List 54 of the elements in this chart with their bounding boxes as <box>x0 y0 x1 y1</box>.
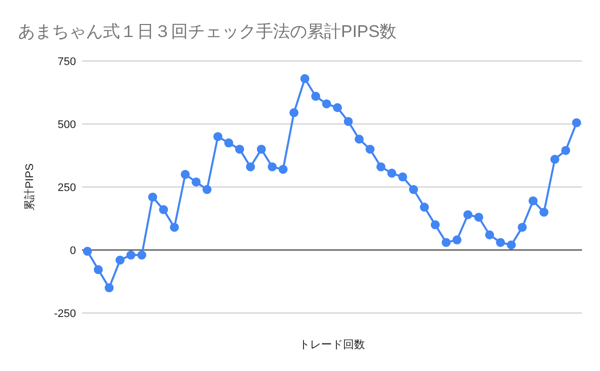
point <box>148 192 158 202</box>
point <box>213 132 222 142</box>
point <box>442 238 451 247</box>
point <box>344 116 353 126</box>
point <box>496 238 505 247</box>
point <box>137 250 146 260</box>
point <box>82 246 92 256</box>
point <box>387 168 396 178</box>
point <box>463 210 472 220</box>
point <box>104 283 114 292</box>
point <box>572 118 582 128</box>
point <box>116 256 125 265</box>
point <box>452 235 462 244</box>
y-axis-title: 累計PIPS <box>23 163 36 211</box>
y-tick-label: 250 <box>58 182 76 194</box>
point <box>506 240 516 250</box>
point <box>94 265 103 274</box>
point <box>126 250 136 260</box>
point <box>430 220 440 230</box>
point <box>561 146 570 155</box>
point <box>268 162 277 172</box>
point <box>376 162 386 172</box>
y-tick-label: 500 <box>58 119 76 131</box>
point <box>289 108 298 118</box>
point <box>398 172 408 182</box>
point <box>332 103 342 112</box>
point <box>170 222 179 232</box>
point <box>180 170 190 179</box>
point <box>420 202 429 212</box>
point <box>202 185 212 194</box>
point <box>278 164 288 174</box>
point <box>311 92 320 101</box>
y-tick-label: 750 <box>58 56 76 68</box>
point <box>322 99 332 108</box>
point <box>300 74 310 84</box>
point <box>256 144 266 154</box>
y-tick-label: 0 <box>70 245 76 257</box>
point <box>246 162 255 172</box>
point <box>354 134 364 144</box>
point <box>474 212 484 222</box>
point <box>159 205 168 214</box>
x-axis-title: トレード回数 <box>299 339 365 351</box>
point <box>528 196 538 206</box>
point <box>224 138 234 148</box>
point <box>409 185 418 194</box>
point <box>235 144 244 154</box>
point <box>366 144 375 154</box>
point <box>539 208 548 217</box>
point <box>518 222 527 232</box>
point <box>550 154 560 164</box>
point <box>192 177 201 186</box>
point <box>485 230 494 240</box>
chart-title: あまちゃん式１日３回チェック手法の累計PIPS数 <box>18 22 397 41</box>
y-tick-label: -250 <box>54 308 76 320</box>
